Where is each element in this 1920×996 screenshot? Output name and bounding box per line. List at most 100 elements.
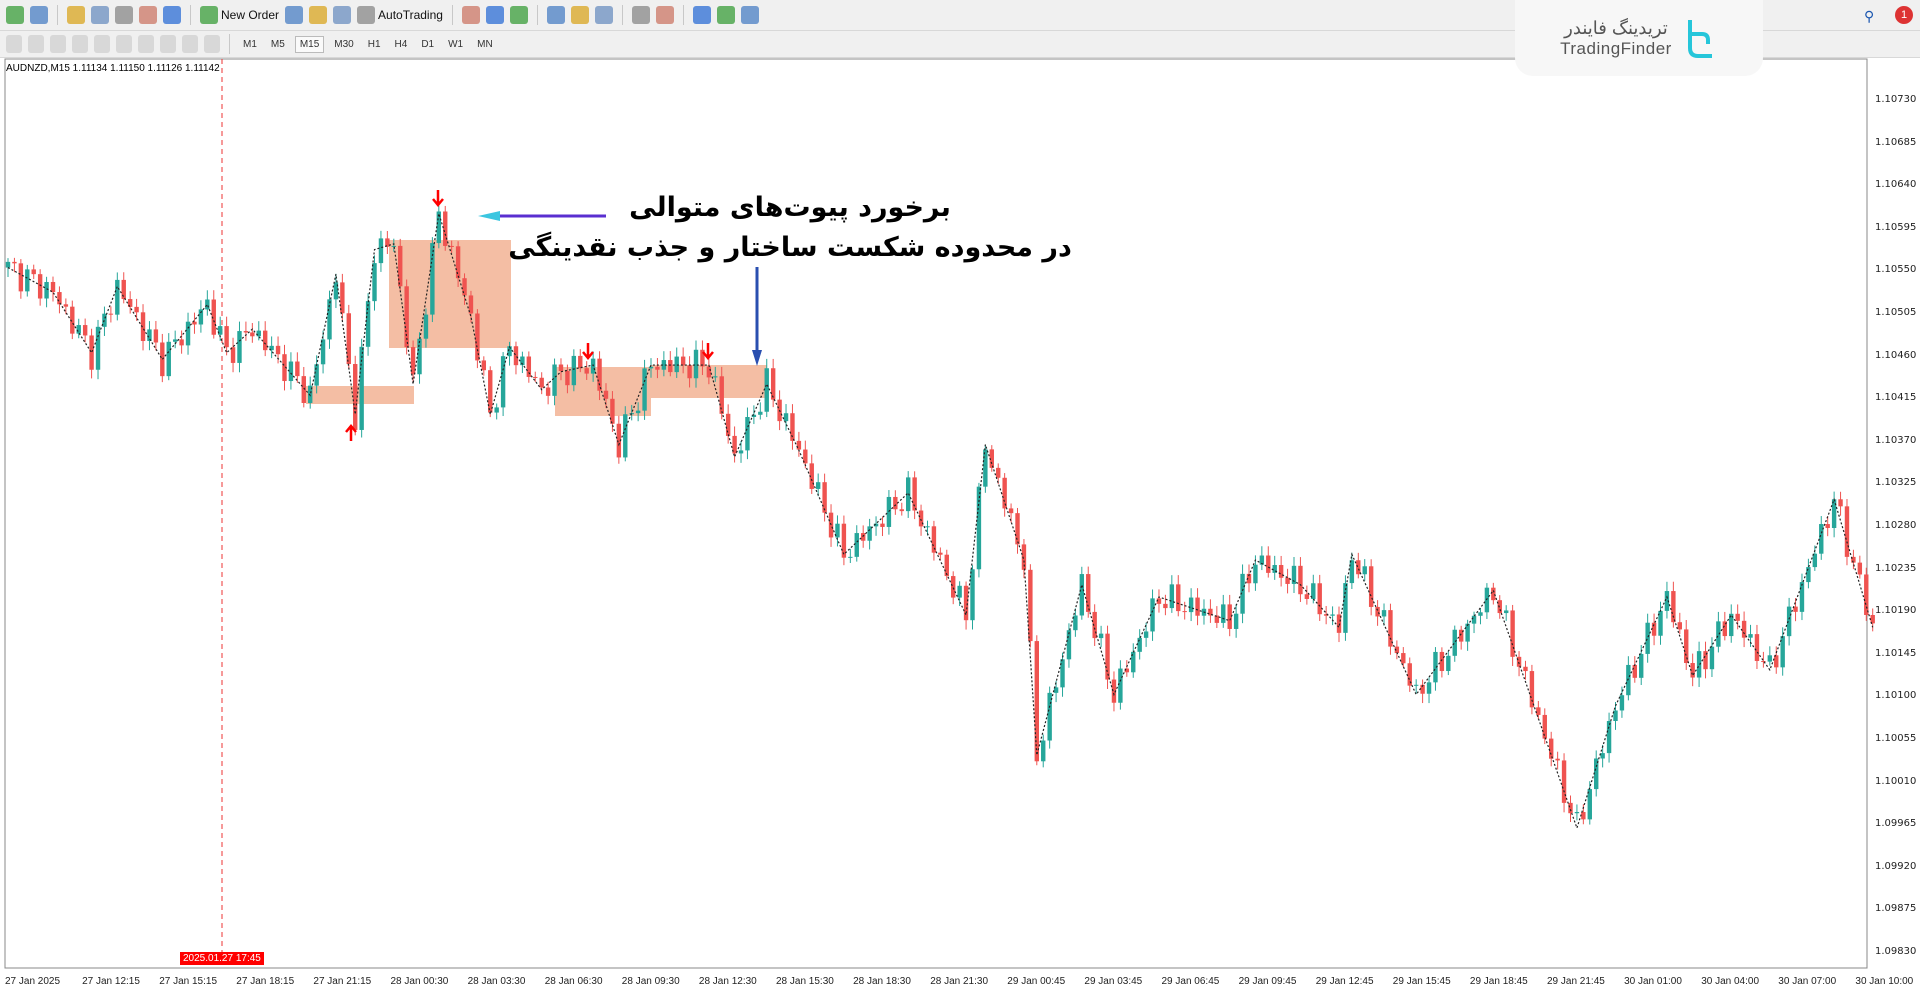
candle-body — [1394, 646, 1400, 654]
candle-body — [391, 245, 396, 247]
candle-body — [1150, 598, 1155, 632]
signals-button[interactable] — [309, 6, 328, 24]
profiles-button[interactable] — [30, 6, 48, 24]
candle-body — [256, 330, 261, 337]
candle-body — [1008, 508, 1014, 514]
candle-body — [513, 346, 519, 366]
indicators-button[interactable] — [692, 6, 711, 24]
candle-body — [783, 413, 789, 422]
templates-button[interactable] — [740, 6, 759, 24]
strategy-tester-button[interactable] — [163, 6, 181, 24]
candle-body — [1413, 684, 1419, 686]
timeframe-h1[interactable]: H1 — [367, 38, 381, 50]
candle-body — [378, 238, 384, 264]
candle-body — [217, 326, 223, 335]
candle-body — [1671, 591, 1676, 623]
chart-shift-button[interactable] — [631, 6, 650, 24]
candle-body — [976, 486, 982, 570]
new-chart-button[interactable] — [6, 6, 24, 24]
candle-body — [706, 366, 712, 378]
fib-fan-icon[interactable] — [138, 35, 154, 53]
candle-body — [616, 423, 622, 458]
candle-body — [385, 238, 390, 247]
timeframe-mn[interactable]: MN — [477, 38, 493, 50]
timeframe-m5[interactable]: M5 — [270, 38, 285, 50]
candle-body — [1767, 655, 1773, 662]
tile-windows-button[interactable] — [594, 6, 613, 24]
pivot-down-arrow — [582, 343, 594, 360]
cursor-icon[interactable] — [6, 35, 22, 53]
data-window-button[interactable] — [139, 6, 157, 24]
bar-chart-button[interactable] — [461, 6, 480, 24]
candle-body — [1188, 597, 1194, 613]
candle-body — [1375, 606, 1380, 617]
toolbar-separator — [229, 34, 230, 54]
vertical-line-icon[interactable] — [50, 35, 66, 53]
candle-body — [172, 339, 178, 342]
time-label: 27 Jan 2025 — [5, 976, 61, 987]
timeframe-h4[interactable]: H4 — [394, 38, 408, 50]
candle-body — [822, 482, 827, 513]
candle-body — [526, 356, 532, 377]
candle-body — [854, 533, 859, 557]
candle-body — [82, 325, 88, 336]
candle-body — [951, 576, 956, 598]
text-label-icon[interactable] — [182, 35, 198, 53]
zoom-out-button[interactable] — [570, 6, 589, 24]
market-watch-button[interactable] — [67, 6, 85, 24]
horizontal-line-icon[interactable] — [72, 35, 88, 53]
periods-button[interactable] — [716, 6, 735, 24]
candle-body — [623, 414, 628, 458]
candle-body — [1600, 753, 1605, 759]
candle-body — [533, 376, 538, 378]
fibonacci-icon[interactable] — [116, 35, 132, 53]
candle-body — [732, 435, 737, 454]
candle-body — [1703, 651, 1708, 670]
notification-badge[interactable]: 1 — [1895, 6, 1913, 24]
navigator-button[interactable] — [91, 6, 109, 24]
candle-body — [1015, 513, 1020, 545]
autotrading-button[interactable]: AutoTrading — [357, 6, 443, 24]
text-icon[interactable] — [160, 35, 176, 53]
favorites-button[interactable] — [115, 6, 133, 24]
candlestick-button[interactable] — [485, 6, 504, 24]
timeframe-m1[interactable]: M1 — [243, 38, 257, 50]
candle-body — [1812, 553, 1818, 568]
candle-body — [1420, 684, 1425, 694]
candle-body — [1291, 565, 1297, 584]
line-chart-button[interactable] — [509, 6, 528, 24]
timeframe-m15[interactable]: M15 — [294, 35, 325, 53]
candle-body — [1214, 615, 1220, 623]
candle-body — [1555, 758, 1560, 761]
candle-body — [545, 387, 551, 396]
timeframe-m30[interactable]: M30 — [334, 38, 354, 50]
crosshair-icon[interactable] — [28, 35, 44, 53]
timeframe-d1[interactable]: D1 — [421, 38, 435, 50]
timeframe-w1[interactable]: W1 — [448, 38, 464, 50]
terminal-button[interactable] — [333, 6, 352, 24]
candle-body — [423, 314, 429, 339]
candle-body — [655, 366, 660, 370]
candle-body — [430, 243, 435, 315]
search-icon[interactable]: ⚲ — [1864, 8, 1875, 24]
pivot-up-arrow — [345, 424, 357, 441]
candle-body — [1362, 566, 1367, 575]
metaeditor-button[interactable] — [285, 6, 304, 24]
arrows-icon[interactable] — [204, 35, 220, 53]
candle-body — [1131, 651, 1136, 673]
zoom-in-button[interactable] — [546, 6, 565, 24]
new-order-button[interactable]: New Order — [200, 6, 279, 24]
candle-body — [1208, 608, 1213, 616]
candle-body — [1002, 477, 1007, 509]
candle-body — [243, 331, 249, 333]
candle-body — [1336, 614, 1342, 633]
candle-body — [494, 407, 499, 413]
time-label: 29 Jan 03:45 — [1084, 976, 1143, 987]
trendline-icon[interactable] — [94, 35, 110, 53]
candle-body — [1041, 740, 1046, 762]
autoscroll-button[interactable] — [655, 6, 674, 24]
price-chart[interactable] — [0, 58, 1920, 996]
candle-body — [1864, 574, 1869, 615]
pivot-down-arrow — [432, 190, 444, 207]
price-label: 1.09920 — [1875, 860, 1917, 872]
